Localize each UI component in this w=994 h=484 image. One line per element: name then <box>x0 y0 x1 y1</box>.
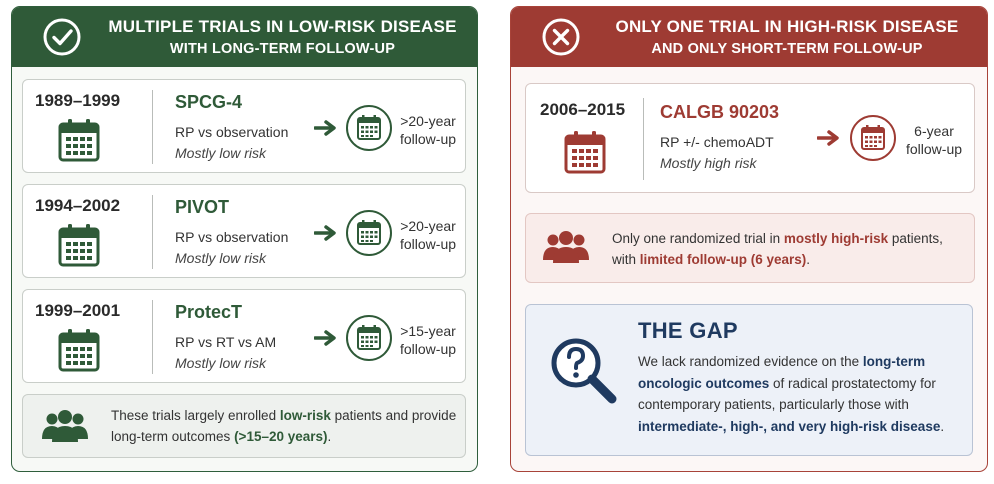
check-circle-icon <box>43 18 81 56</box>
trial-comparison: RP vs RT vs AM <box>175 334 277 350</box>
note-text: Only one randomized trial in <box>612 231 784 246</box>
note-highlight: low-risk <box>279 408 331 423</box>
followup-line2: follow-up <box>400 341 457 357</box>
high-risk-panel-title: ONLY ONE TRIAL IN HIGH-RISK DISEASE AND … <box>595 17 979 57</box>
panel-title-line1: MULTIPLE TRIALS IN LOW-RISK DISEASE <box>108 17 457 36</box>
low-risk-summary-note: These trials largely enrolled low-risk p… <box>22 394 466 458</box>
people-group-icon <box>42 410 88 442</box>
arrow-right-icon <box>314 120 336 136</box>
high-risk-summary-note: Only one randomized trial in mostly high… <box>525 213 975 283</box>
calendar-circle-icon <box>346 105 392 151</box>
note-highlight: mostly high-risk <box>783 231 889 246</box>
summary-note-text: These trials largely enrolled low-risk p… <box>111 405 461 447</box>
note-text: . <box>806 252 811 267</box>
gap-title: THE GAP <box>638 318 738 343</box>
trial-years: 1994–2002 <box>35 196 121 215</box>
trial-comparison: RP +/- chemoADT <box>660 134 774 150</box>
the-gap-card: THE GAP We lack randomized evidence on t… <box>525 304 973 456</box>
trial-name: ProtecT <box>175 302 243 322</box>
note-highlight: limited follow-up (6 years) <box>639 252 807 267</box>
trial-years: 2006–2015 <box>540 100 626 119</box>
arrow-right-icon <box>314 225 336 241</box>
followup-line1: >20-year <box>400 113 456 129</box>
note-text: patients, <box>888 231 943 246</box>
trial-risk: Mostly low risk <box>175 145 267 161</box>
panel-title-line1: ONLY ONE TRIAL IN HIGH-RISK DISEASE <box>615 17 959 36</box>
trial-risk: Mostly low risk <box>175 250 267 266</box>
gap-text: We lack randomized evidence on the <box>638 354 863 369</box>
x-circle-icon <box>542 18 580 56</box>
arrow-right-icon <box>314 330 336 346</box>
calendar-circle-icon <box>850 115 896 161</box>
trial-name: CALGB 90203 <box>660 102 780 122</box>
trial-card-protect: 1999–2001 ProtecT RP vs RT vs AM Mostly … <box>22 289 466 383</box>
trial-comparison: RP vs observation <box>175 124 289 140</box>
divider <box>152 90 153 164</box>
trial-risk: Mostly high risk <box>660 155 757 171</box>
gap-description: We lack randomized evidence on the long-… <box>638 351 960 437</box>
followup-line2: follow-up <box>400 131 457 147</box>
panel-title-line2: AND ONLY SHORT-TERM FOLLOW-UP <box>651 41 923 57</box>
low-risk-panel-title: MULTIPLE TRIALS IN LOW-RISK DISEASE WITH… <box>96 17 469 57</box>
high-risk-panel: ONLY ONE TRIAL IN HIGH-RISK DISEASE AND … <box>510 6 988 472</box>
trial-followup: >20-year follow-up <box>400 112 456 148</box>
trial-years: 1989–1999 <box>35 91 121 110</box>
note-text: long-term outcomes <box>111 429 235 444</box>
gap-text: of radical prostatectomy for contemporar… <box>638 375 936 413</box>
arrow-right-icon <box>817 130 839 146</box>
note-text: with <box>612 252 640 267</box>
low-risk-panel: MULTIPLE TRIALS IN LOW-RISK DISEASE WITH… <box>11 6 478 472</box>
people-group-icon <box>543 231 589 263</box>
gap-highlight: intermediate-, high-, and very high-risk… <box>638 418 941 434</box>
gap-highlight: long-term oncologic outcomes <box>638 354 926 391</box>
calendar-circle-icon <box>346 210 392 256</box>
trial-name: PIVOT <box>175 197 230 217</box>
followup-line1: 6-year <box>914 123 954 139</box>
trial-years: 1999–2001 <box>35 301 121 320</box>
followup-line1: >20-year <box>400 218 456 234</box>
calendar-circle-icon <box>346 315 392 361</box>
panel-title-line2: WITH LONG-TERM FOLLOW-UP <box>169 41 396 57</box>
trial-risk: Mostly low risk <box>175 355 267 371</box>
calendar-icon <box>58 118 100 162</box>
note-highlight: (>15–20 years) <box>234 429 328 444</box>
note-text: . <box>327 429 332 444</box>
trial-card-spcg4: 1989–1999 SPCG-4 RP vs observation Mostl… <box>22 79 466 173</box>
calendar-icon <box>564 130 606 174</box>
calendar-icon <box>58 223 100 267</box>
divider <box>643 98 644 180</box>
trial-card-calgb-90203: 2006–2015 CALGB 90203 RP +/- chemoADT Mo… <box>525 83 975 193</box>
note-text: patients and provide <box>330 408 457 423</box>
trial-followup: 6-year follow-up <box>906 122 962 158</box>
high-risk-panel-header: ONLY ONE TRIAL IN HIGH-RISK DISEASE AND … <box>511 7 987 67</box>
low-risk-panel-header: MULTIPLE TRIALS IN LOW-RISK DISEASE WITH… <box>12 7 477 67</box>
summary-note-text: Only one randomized trial in mostly high… <box>612 228 970 270</box>
followup-line2: follow-up <box>906 141 963 157</box>
gap-text: . <box>940 418 945 434</box>
trial-name: SPCG-4 <box>175 92 243 112</box>
trial-followup: >15-year follow-up <box>400 322 456 358</box>
followup-line1: >15-year <box>400 323 456 339</box>
trial-followup: >20-year follow-up <box>400 217 456 253</box>
divider <box>152 300 153 374</box>
note-text: These trials largely enrolled <box>111 408 280 423</box>
trial-card-pivot: 1994–2002 PIVOT RP vs observation Mostly… <box>22 184 466 278</box>
calendar-icon <box>58 328 100 372</box>
followup-line2: follow-up <box>400 236 457 252</box>
trial-comparison: RP vs observation <box>175 229 289 245</box>
divider <box>152 195 153 269</box>
magnifier-question-icon <box>551 338 617 404</box>
